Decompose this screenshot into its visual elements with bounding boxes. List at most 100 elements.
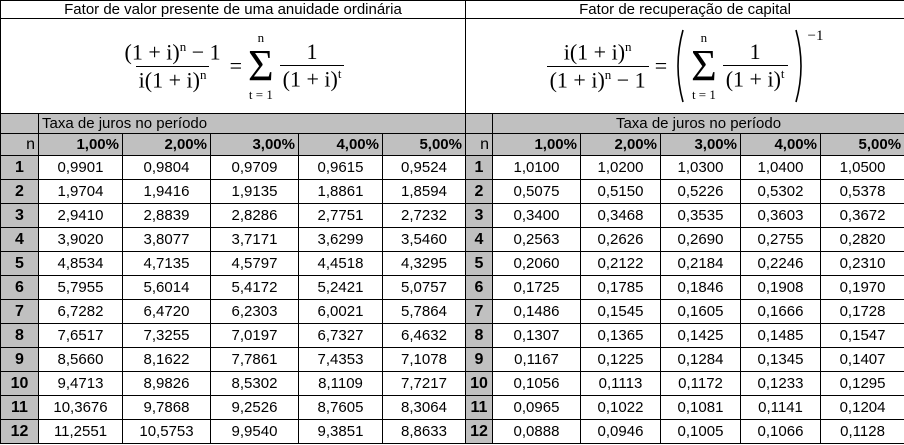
factor: 1,0200 xyxy=(580,155,661,180)
period: 1 xyxy=(0,155,39,180)
data-row: 6 5,7955 5,6014 5,4172 5,2421 5,0757 xyxy=(0,275,466,300)
period: 3 xyxy=(465,203,493,228)
data-row: 5 4,8534 4,7135 4,5797 4,4518 4,3295 xyxy=(0,251,466,276)
factor: 1,8861 xyxy=(298,179,383,204)
table-title: Fator de recuperação de capital xyxy=(464,0,904,19)
factor: 0,1113 xyxy=(580,371,661,396)
factor: 0,9709 xyxy=(210,155,299,180)
sum-top: n xyxy=(257,30,265,45)
period: 10 xyxy=(0,371,39,396)
period: 7 xyxy=(0,299,39,324)
period: 4 xyxy=(465,227,493,252)
exponent: n xyxy=(604,66,612,82)
factor: 0,1785 xyxy=(580,275,661,300)
factor: 1,9135 xyxy=(210,179,299,204)
equals: = xyxy=(229,53,243,78)
factor: 0,1233 xyxy=(740,371,821,396)
period: 11 xyxy=(465,395,493,420)
factor: 0,2690 xyxy=(660,227,741,252)
factor: 9,4713 xyxy=(38,371,123,396)
group-header: Taxa de juros no período xyxy=(491,113,904,134)
factor: 0,3468 xyxy=(580,203,661,228)
factor: 0,9901 xyxy=(38,155,123,180)
factor: 9,7868 xyxy=(122,395,211,420)
factor: 9,2526 xyxy=(210,395,299,420)
n-header: n xyxy=(465,133,493,156)
sum-top: n xyxy=(700,30,708,45)
factor: 0,3535 xyxy=(660,203,741,228)
factor: 5,2421 xyxy=(298,275,383,300)
period: 10 xyxy=(465,371,493,396)
period: 9 xyxy=(465,347,493,372)
factor: 10,3676 xyxy=(38,395,123,420)
rate-header: 5,00% xyxy=(819,133,904,156)
factor: 7,7861 xyxy=(210,347,299,372)
sum: n Σ t = 1 xyxy=(691,31,717,101)
period: 1 xyxy=(465,155,493,180)
factor: 7,6517 xyxy=(38,323,123,348)
period: 3 xyxy=(0,203,39,228)
period: 4 xyxy=(0,227,39,252)
exponent: t xyxy=(780,66,785,82)
factor: 5,4172 xyxy=(210,275,299,300)
sigma: Σ xyxy=(691,41,717,90)
factor: 0,5075 xyxy=(492,179,581,204)
factor: 0,5302 xyxy=(740,179,821,204)
factor: 0,2122 xyxy=(580,251,661,276)
factor: 1,9416 xyxy=(122,179,211,204)
factor: 1,0400 xyxy=(740,155,821,180)
factor: 0,1728 xyxy=(819,299,904,324)
factor: 2,8839 xyxy=(122,203,211,228)
factor: 0,1022 xyxy=(580,395,661,420)
fraction: i(1 + i)n (1 + i)n − 1 xyxy=(546,39,649,93)
rate-header: 4,00% xyxy=(740,133,821,156)
factor: 4,8534 xyxy=(38,251,123,276)
factor: 0,2820 xyxy=(819,227,904,252)
factor: 8,3064 xyxy=(382,395,466,420)
factor: 0,1725 xyxy=(492,275,581,300)
period: 9 xyxy=(0,347,39,372)
factor: 8,7605 xyxy=(298,395,383,420)
exponent: n xyxy=(625,39,632,55)
factor: 4,4518 xyxy=(298,251,383,276)
rate-header: 2,00% xyxy=(122,133,211,156)
numerator: 1 xyxy=(306,39,318,65)
denominator: (1 + i)t xyxy=(279,65,345,92)
factor: 0,1284 xyxy=(660,347,741,372)
sum: n Σ t = 1 xyxy=(248,31,274,101)
factor: 0,1545 xyxy=(580,299,661,324)
data-row: 2 0,5075 0,5150 0,5226 0,5302 0,5378 xyxy=(465,179,904,204)
data-row: 6 0,1725 0,1785 0,1846 0,1908 0,1970 xyxy=(465,275,904,300)
factor: 2,7751 xyxy=(298,203,383,228)
data-row: 5 0,2060 0,2122 0,2184 0,2246 0,2310 xyxy=(465,251,904,276)
data-row: 12 11,2551 10,5753 9,9540 9,3851 8,8633 xyxy=(0,419,466,444)
factor: 7,7217 xyxy=(382,371,466,396)
factor: 1,0100 xyxy=(492,155,581,180)
factor: 4,7135 xyxy=(122,251,211,276)
factor: 0,9524 xyxy=(382,155,466,180)
equals: = xyxy=(654,53,668,78)
formula: i(1 + i)n (1 + i)n − 1 = n Σ t = 1 1 (1 … xyxy=(546,28,823,104)
factor: 1,0500 xyxy=(819,155,904,180)
factor: 6,4632 xyxy=(382,323,466,348)
factor: 8,5660 xyxy=(38,347,123,372)
text: i(1 + i) xyxy=(563,39,626,65)
factor: 0,1425 xyxy=(660,323,741,348)
factor: 9,9540 xyxy=(210,419,299,444)
text: (1 + i) xyxy=(549,66,605,92)
factor: 5,7864 xyxy=(382,299,466,324)
table-title: Fator de valor presente de uma anuidade … xyxy=(0,0,466,19)
denominator: i(1 + i)n xyxy=(135,65,210,93)
factor: 5,0757 xyxy=(382,275,466,300)
rate-header: 1,00% xyxy=(492,133,581,156)
fraction: 1 (1 + i)t xyxy=(722,39,788,92)
text: i(1 + i) xyxy=(138,66,200,92)
period: 7 xyxy=(465,299,493,324)
factor: 0,2755 xyxy=(740,227,821,252)
factor: 0,1605 xyxy=(660,299,741,324)
exponent: t xyxy=(337,66,342,82)
blank xyxy=(465,113,493,134)
right-paren xyxy=(794,29,802,103)
formula-cell: (1 + i)n − 1 i(1 + i)n = n Σ t = 1 1 (1 … xyxy=(0,18,466,114)
period: 6 xyxy=(0,275,39,300)
